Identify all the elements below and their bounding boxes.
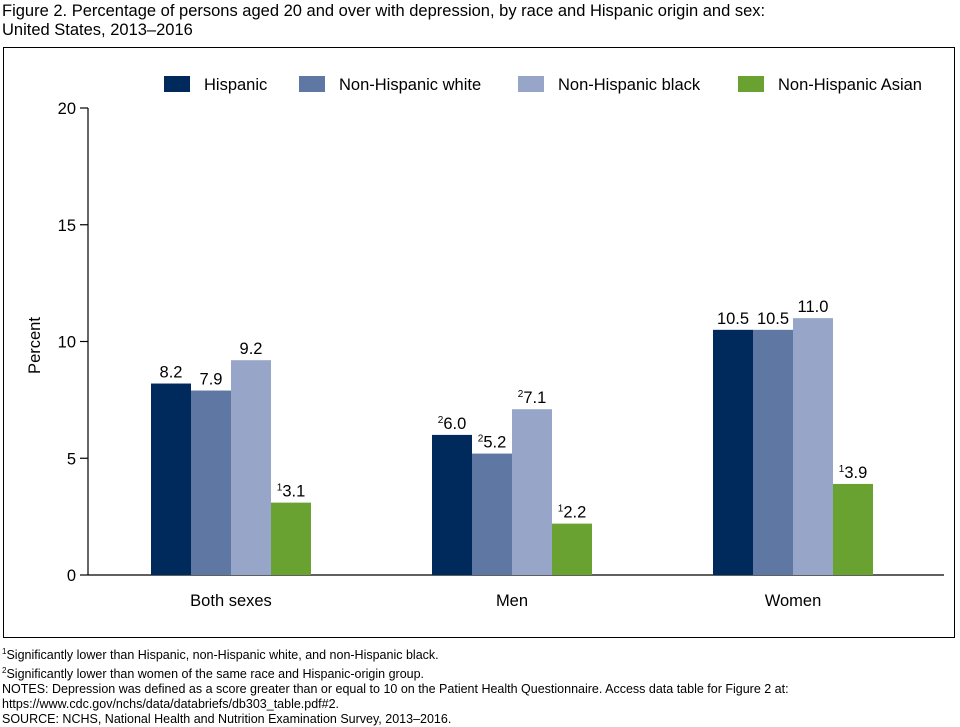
figure-notes: 1Significantly lower than Hispanic, non-… [2, 644, 952, 727]
footnote-superscript: 1 [839, 464, 845, 475]
y-tick-label: 10 [58, 334, 76, 352]
x-category-label: Men [496, 592, 528, 610]
footnote-2-mark: 2 [2, 666, 7, 676]
bar-value-label: 8.2 [160, 364, 183, 382]
footnote-superscript: 2 [518, 389, 524, 400]
bar-value-text: 3.1 [282, 483, 305, 501]
chart-frame: Hispanic Non-Hispanic white Non-Hispanic b… [3, 47, 955, 638]
bar [793, 318, 833, 575]
y-tick-label: 20 [58, 100, 76, 118]
y-tick-label: 0 [67, 567, 76, 585]
footnote-superscript: 1 [277, 483, 283, 494]
notes-line-1: NOTES: Depression was defined as a score… [2, 682, 789, 697]
bar [191, 390, 231, 575]
bar-value-label: 12.2 [558, 504, 587, 522]
notes-line-2: https://www.cdc.gov/nchs/data/databriefs… [2, 697, 340, 712]
legend-label: Hispanic [204, 76, 267, 94]
footnote-superscript: 2 [438, 415, 444, 426]
bar [472, 453, 512, 575]
legend-swatch [299, 76, 325, 92]
legend-label: Non-Hispanic black [558, 76, 701, 94]
bar-value-label: 10.5 [757, 310, 789, 328]
legend-label: Non-Hispanic Asian [778, 76, 922, 94]
bar-value-label: 27.1 [518, 389, 547, 407]
bar [833, 483, 873, 575]
footnote-superscript: 1 [558, 504, 564, 515]
bar [552, 523, 592, 575]
bar-value-label: 7.9 [200, 371, 223, 389]
bar [231, 360, 271, 575]
bar-value-label: 25.2 [478, 434, 507, 452]
footnote-2: 2Significantly lower than women of the s… [2, 663, 952, 682]
bar [151, 383, 191, 575]
footnote-1: 1Significantly lower than Hispanic, non-… [2, 644, 952, 663]
bar-value-text: 5.2 [483, 434, 506, 452]
footnote-1-text: Significantly lower than Hispanic, non-H… [6, 648, 439, 663]
x-category-label: Women [765, 592, 822, 610]
bar [713, 329, 753, 575]
footnote-1-mark: 1 [2, 647, 7, 656]
bar [753, 329, 793, 575]
bar [432, 434, 472, 575]
legend-swatch [164, 76, 190, 92]
bar-value-text: 2.2 [563, 504, 586, 522]
bar-value-label: 11.0 [798, 298, 829, 316]
legend-label: Non-Hispanic white [339, 76, 481, 94]
figure-title: Figure 2. Percentage of persons aged 20 … [2, 2, 952, 40]
bar [512, 409, 552, 575]
y-axis-label: Percent [26, 317, 44, 374]
bar-value-label: 13.1 [277, 483, 306, 501]
footnote-superscript: 2 [478, 434, 484, 445]
bar-value-text: 3.9 [844, 464, 867, 482]
legend-swatch [518, 76, 544, 92]
bar-chart: Hispanic Non-Hispanic white Non-Hispanic b… [26, 76, 944, 610]
bar-value-text: 6.0 [443, 415, 466, 433]
y-tick-label: 15 [58, 217, 76, 235]
figure-title-line-2: United States, 2013–2016 [2, 21, 193, 39]
footnote-2-text: Significantly lower than women of the sa… [6, 667, 425, 682]
y-tick-label: 5 [67, 450, 76, 468]
bar-value-label: 26.0 [438, 415, 467, 433]
x-category-label: Both sexes [190, 592, 272, 610]
bar [271, 502, 311, 575]
bar-value-label: 9.2 [240, 340, 263, 358]
bar-value-text: 7.1 [523, 389, 546, 407]
figure-title-line-1: Figure 2. Percentage of persons aged 20 … [2, 2, 766, 20]
bar-value-label: 10.5 [717, 310, 749, 328]
bar-value-label: 13.9 [839, 464, 868, 482]
legend-swatch [738, 76, 764, 92]
